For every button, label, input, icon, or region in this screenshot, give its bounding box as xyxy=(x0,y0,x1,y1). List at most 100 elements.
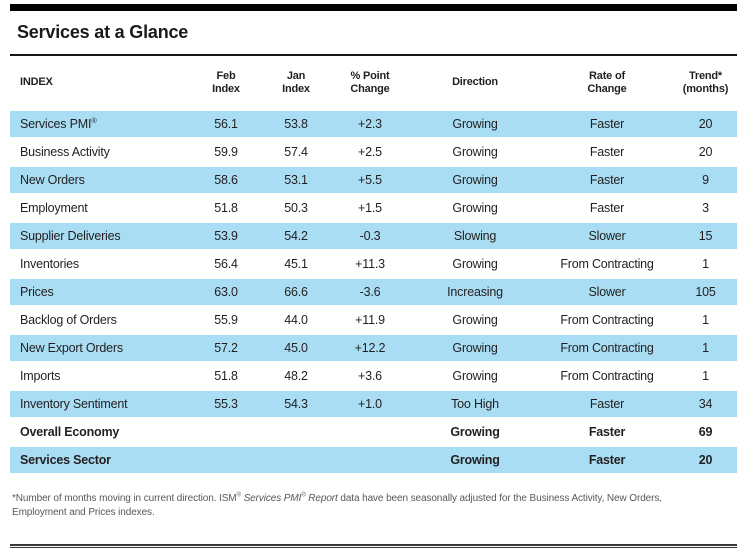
table-row: Inventories 56.4 45.1 +11.3 Growing From Cont… xyxy=(10,250,737,278)
cell-direction: Growing xyxy=(410,109,540,139)
cell-index: Backlog of Orders xyxy=(20,313,117,327)
cell-index: Employment xyxy=(20,201,88,215)
table-row: Business Activity 59.9 57.4 +2.5 Growing Fast… xyxy=(10,138,737,166)
cell-rate: Faster xyxy=(540,389,674,419)
table-row: Employment 51.8 50.3 +1.5 Growing Faster 3 xyxy=(10,194,737,222)
cell-change: +11.9 xyxy=(355,313,385,327)
table-row: Prices 63.0 66.6 -3.6 Increasing Slower 105 xyxy=(10,277,737,307)
cell-change: +11.3 xyxy=(355,257,385,271)
cell-index: Prices xyxy=(10,277,190,307)
cell-change: +5.5 xyxy=(330,165,410,195)
cell-trend: 1 xyxy=(702,257,709,271)
cell-direction: Growing xyxy=(410,445,540,475)
services-glance-table: INDEX Feb Index Jan Index % Point Change Direct… xyxy=(10,56,737,475)
cell-rate: From Contracting xyxy=(560,313,654,327)
cell-feb: 59.9 xyxy=(214,145,238,159)
column-header-rate: Rate of Change xyxy=(587,69,627,95)
cell-feb: 53.9 xyxy=(190,221,262,251)
cell-rate: Slower xyxy=(540,221,674,251)
table-row: Backlog of Orders 55.9 44.0 +11.9 Growing Fro… xyxy=(10,306,737,334)
cell-direction: Growing xyxy=(452,257,498,271)
cell-feb: 63.0 xyxy=(190,277,262,307)
cell-feb: 56.1 xyxy=(190,109,262,139)
cell-rate: Faster xyxy=(540,165,674,195)
cell-change: +2.3 xyxy=(330,109,410,139)
table-body: Services PMI® 56.1 53.8 +2.3 Growing Faster 20… xyxy=(10,109,737,475)
cell-jan: 57.4 xyxy=(284,145,308,159)
table-row: New Orders 58.6 53.1 +5.5 Growing Faster 9 xyxy=(10,165,737,195)
cell-trend: 9 xyxy=(674,165,737,195)
cell-jan: 45.0 xyxy=(262,333,330,363)
cell-feb: 51.8 xyxy=(214,201,238,215)
cell-trend: 20 xyxy=(674,109,737,139)
cell-direction: Growing xyxy=(410,333,540,363)
cell-index: New Orders xyxy=(10,165,190,195)
cell-rate: Faster xyxy=(540,109,674,139)
cell-change: -3.6 xyxy=(330,277,410,307)
cell-jan xyxy=(262,445,330,475)
table-header: INDEX Feb Index Jan Index % Point Change Direct… xyxy=(10,56,737,110)
cell-jan: 50.3 xyxy=(284,201,308,215)
footnote-text: Report xyxy=(305,493,338,504)
footnote-text: ® xyxy=(301,492,306,499)
cell-trend: 1 xyxy=(674,333,737,363)
cell-change xyxy=(330,418,410,446)
cell-change: +12.2 xyxy=(330,333,410,363)
cell-feb: 55.3 xyxy=(190,389,262,419)
column-header-index: INDEX xyxy=(20,76,53,88)
cell-trend: 69 xyxy=(698,425,713,439)
cell-index: New Export Orders xyxy=(10,333,190,363)
cell-feb: 51.8 xyxy=(214,369,238,383)
cell-trend: 1 xyxy=(702,369,709,383)
cell-change xyxy=(330,445,410,475)
footnote-text: data have been seasonally adjusted for t… xyxy=(12,493,662,518)
column-header-direction: Direction xyxy=(452,76,498,88)
cell-feb: 57.2 xyxy=(190,333,262,363)
cell-index: Overall Economy xyxy=(20,425,120,439)
cell-direction: Growing xyxy=(452,313,498,327)
cell-rate: Faster xyxy=(589,145,625,159)
cell-trend: 105 xyxy=(674,277,737,307)
bottom-rule-bar xyxy=(10,544,737,548)
cell-feb: 58.6 xyxy=(190,165,262,195)
column-header-change: % Point Change xyxy=(350,69,390,95)
cell-jan: 53.1 xyxy=(262,165,330,195)
cell-jan: 54.3 xyxy=(262,389,330,419)
footnote-text: Services PMI xyxy=(243,493,302,504)
cell-jan: 53.8 xyxy=(262,109,330,139)
cell-feb: 55.9 xyxy=(214,313,238,327)
cell-trend: 34 xyxy=(674,389,737,419)
cell-change: +2.5 xyxy=(358,145,382,159)
table-row: Overall Economy Growing Faster 69 xyxy=(10,418,737,446)
table-row: New Export Orders 57.2 45.0 +12.2 Growing Fro… xyxy=(10,333,737,363)
cell-jan: 44.0 xyxy=(284,313,308,327)
cell-direction: Slowing xyxy=(410,221,540,251)
cell-jan: 45.1 xyxy=(284,257,308,271)
column-header-trend: Trend* (months) xyxy=(682,69,729,95)
table-row: Services PMI® 56.1 53.8 +2.3 Growing Faster 20 xyxy=(10,109,737,139)
cell-trend: 20 xyxy=(674,445,737,475)
cell-rate: Faster xyxy=(540,445,674,475)
cell-index: Business Activity xyxy=(20,145,110,159)
cell-change: -0.3 xyxy=(330,221,410,251)
column-header-jan: Jan Index xyxy=(282,69,310,95)
cell-feb: 56.4 xyxy=(214,257,238,271)
cell-trend: 3 xyxy=(702,201,709,215)
cell-jan xyxy=(262,418,330,446)
table-header-row: INDEX Feb Index Jan Index % Point Change Direct… xyxy=(10,56,737,110)
table-row: Imports 51.8 48.2 +3.6 Growing From Contracti… xyxy=(10,362,737,390)
table-row: Supplier Deliveries 53.9 54.2 -0.3 Slowing Sl… xyxy=(10,221,737,251)
cell-direction: Too High xyxy=(410,389,540,419)
title-divider xyxy=(10,54,737,56)
footnote-text: ® xyxy=(236,492,241,499)
cell-jan: 54.2 xyxy=(262,221,330,251)
cell-rate: From Contracting xyxy=(560,369,654,383)
cell-index: Services PMI® xyxy=(10,109,190,139)
cell-trend: 1 xyxy=(702,313,709,327)
cell-direction: Growing xyxy=(452,369,498,383)
cell-change: +1.0 xyxy=(330,389,410,419)
cell-jan: 48.2 xyxy=(284,369,308,383)
cell-trend: 20 xyxy=(698,145,713,159)
column-header-feb: Feb Index xyxy=(212,69,240,95)
cell-index: Imports xyxy=(20,369,61,383)
